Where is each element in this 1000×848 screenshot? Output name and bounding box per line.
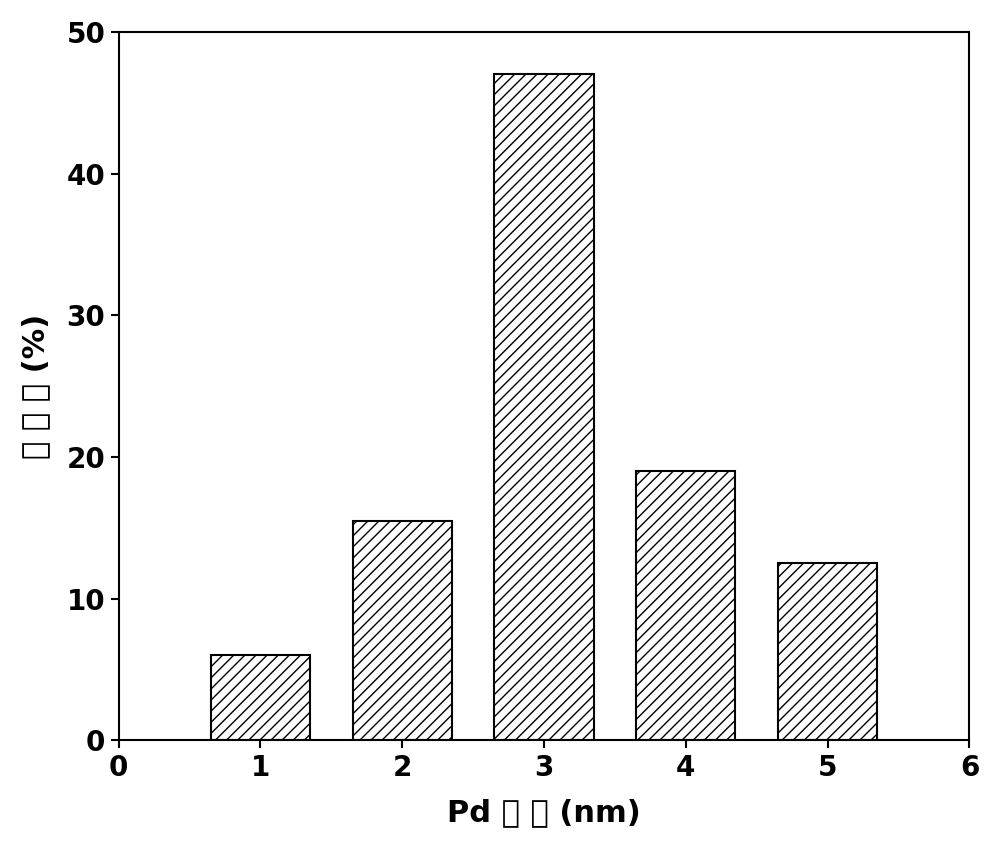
X-axis label: Pd 粒 径 (nm): Pd 粒 径 (nm) xyxy=(447,798,641,827)
Bar xyxy=(211,656,310,740)
Bar xyxy=(636,471,735,740)
Bar xyxy=(494,75,594,740)
Bar xyxy=(353,521,452,740)
Bar xyxy=(778,563,877,740)
Y-axis label: 百 分 比 (%): 百 分 比 (%) xyxy=(21,314,50,459)
